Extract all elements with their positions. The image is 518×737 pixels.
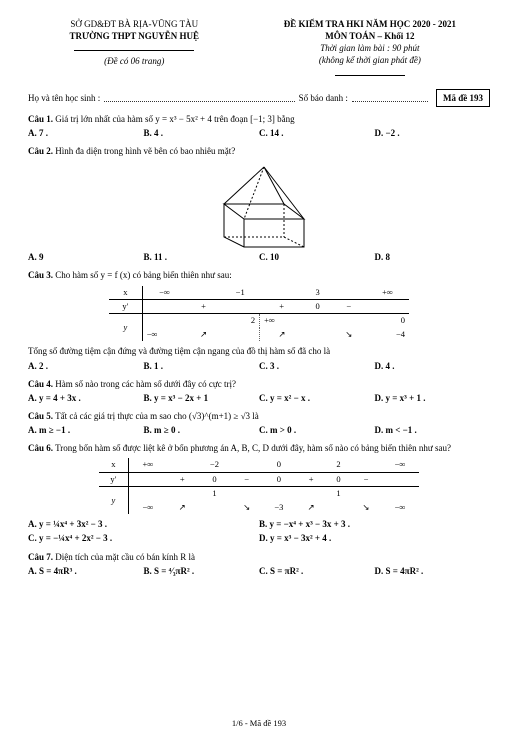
q5-D: D. m < −1 . bbox=[375, 424, 491, 436]
q3-C: C. 3 . bbox=[259, 360, 375, 372]
sbd-label: Số báo danh : bbox=[299, 92, 348, 104]
q1-text: Giá trị lớn nhất của hàm số y = x³ − 5x²… bbox=[55, 114, 294, 124]
exam-title: ĐỀ KIỂM TRA HKI NĂM HỌC 2020 - 2021 bbox=[250, 18, 490, 30]
q4-label: Câu 4. bbox=[28, 379, 53, 389]
q3-A: A. 2 . bbox=[28, 360, 144, 372]
question-2: Câu 2. Hình đa diện trong hình vẽ bên có… bbox=[28, 145, 490, 263]
q2-C: C. 10 bbox=[259, 251, 375, 263]
q2-A: A. 9 bbox=[28, 251, 144, 263]
question-4: Câu 4. Hàm số nào trong các hàm số dưới … bbox=[28, 378, 490, 404]
q5-options: A. m ≥ −1 . B. m ≥ 0 . C. m > 0 . D. m <… bbox=[28, 424, 490, 436]
q6-C: C. y = −¼x⁴ + 2x² − 3 . bbox=[28, 532, 259, 544]
q5-B: B. m ≥ 0 . bbox=[144, 424, 260, 436]
header-left: SỞ GD&ĐT BÀ RỊA-VŨNG TÀU TRƯỜNG THPT NGU… bbox=[28, 18, 241, 79]
q7-options: A. S = 4πR³ . B. S = ⁴⁄₃πR² . C. S = πR²… bbox=[28, 565, 490, 577]
q7-label: Câu 7. bbox=[28, 552, 53, 562]
q6-text: Trong bốn hàm số được liệt kê ở bốn phươ… bbox=[55, 443, 451, 453]
q3-variation-table: x −∞ −1 3 +∞ y′ + + 0 − y bbox=[109, 286, 409, 342]
question-3: Câu 3. Cho hàm số y = f (x) có bảng biến… bbox=[28, 269, 490, 371]
page-footer: 1/6 - Mã đề 193 bbox=[0, 718, 518, 729]
q6-label: Câu 6. bbox=[28, 443, 53, 453]
q5-C: C. m > 0 . bbox=[259, 424, 375, 436]
header-right: ĐỀ KIỂM TRA HKI NĂM HỌC 2020 - 2021 MÔN … bbox=[250, 18, 490, 79]
q3-options: A. 2 . B. 1 . C. 3 . D. 4 . bbox=[28, 360, 490, 372]
q2-D: D. 8 bbox=[375, 251, 491, 263]
q3-label: Câu 3. bbox=[28, 270, 53, 280]
q2-text: Hình đa diện trong hình vẽ bên có bao nh… bbox=[55, 146, 235, 156]
name-label: Họ và tên học sinh : bbox=[28, 92, 100, 104]
q6-options-row2: C. y = −¼x⁴ + 2x² − 3 . D. y = x³ − 3x² … bbox=[28, 532, 490, 544]
q4-text: Hàm số nào trong các hàm số dưới đây có … bbox=[55, 379, 236, 389]
name-field-line bbox=[104, 93, 294, 102]
q3-D: D. 4 . bbox=[375, 360, 491, 372]
q6-A: A. y = ¼x⁴ + 3x² − 3 . bbox=[28, 518, 259, 530]
q7-D: D. S = 4πR² . bbox=[375, 565, 491, 577]
sbd-field-line bbox=[352, 93, 428, 102]
q1-label: Câu 1. bbox=[28, 114, 53, 124]
q1-D: D. −2 . bbox=[375, 127, 491, 139]
question-1: Câu 1. Giá trị lớn nhất của hàm số y = x… bbox=[28, 113, 490, 139]
q7-text: Diện tích của mặt cầu có bán kính R là bbox=[55, 552, 195, 562]
q7-B: B. S = ⁴⁄₃πR² . bbox=[144, 565, 260, 577]
q4-C: C. y = x² − x . bbox=[259, 392, 375, 404]
q1-options: A. 7 . B. 4 . C. 14 . D. −2 . bbox=[28, 127, 490, 139]
q7-C: C. S = πR² . bbox=[259, 565, 375, 577]
hr-left bbox=[74, 50, 194, 51]
q4-A: A. y = 4 + 3x . bbox=[28, 392, 144, 404]
duration-note: (không kể thời gian phát đề) bbox=[250, 54, 490, 66]
q6-variation-table: x +∞ −2 0 2 −∞ y′ + 0 − 0 + 0 bbox=[99, 458, 419, 514]
q4-D: D. y = x³ + 1 . bbox=[375, 392, 491, 404]
student-info-row: Họ và tên học sinh : Số báo danh : Mã đề… bbox=[28, 89, 490, 107]
q4-B: B. y = x³ − 2x + 1 bbox=[144, 392, 260, 404]
q5-text: Tất cả các giá trị thực của m sao cho (√… bbox=[55, 411, 259, 421]
question-6: Câu 6. Trong bốn hàm số được liệt kê ở b… bbox=[28, 442, 490, 544]
q5-A: A. m ≥ −1 . bbox=[28, 424, 144, 436]
q3-B: B. 1 . bbox=[144, 360, 260, 372]
q3-text: Cho hàm số y = f (x) có bảng biến thiên … bbox=[55, 270, 231, 280]
subject: MÔN TOÁN – Khối 12 bbox=[250, 30, 490, 42]
q2-label: Câu 2. bbox=[28, 146, 53, 156]
hr-right bbox=[335, 75, 405, 76]
q2-B: B. 11 . bbox=[144, 251, 260, 263]
q1-A: A. 7 . bbox=[28, 127, 144, 139]
duration: Thời gian làm bài : 90 phút bbox=[250, 42, 490, 54]
school: TRƯỜNG THPT NGUYỄN HUỆ bbox=[28, 30, 241, 42]
q4-options: A. y = 4 + 3x . B. y = x³ − 2x + 1 C. y … bbox=[28, 392, 490, 404]
question-7: Câu 7. Diện tích của mặt cầu có bán kính… bbox=[28, 551, 490, 577]
q6-options-row1: A. y = ¼x⁴ + 3x² − 3 . B. y = −x⁴ + x³ −… bbox=[28, 518, 490, 530]
q1-B: B. 4 . bbox=[144, 127, 260, 139]
question-5: Câu 5. Tất cả các giá trị thực của m sao… bbox=[28, 410, 490, 436]
page-count-note: (Đề có 06 trang) bbox=[28, 55, 241, 67]
header: SỞ GD&ĐT BÀ RỊA-VŨNG TÀU TRƯỜNG THPT NGU… bbox=[28, 18, 490, 79]
exam-page: SỞ GD&ĐT BÀ RỊA-VŨNG TÀU TRƯỜNG THPT NGU… bbox=[0, 0, 518, 737]
polyhedron-figure bbox=[189, 159, 329, 249]
q6-D: D. y = x³ − 3x² + 4 . bbox=[259, 532, 490, 544]
exam-code-box: Mã đề 193 bbox=[436, 89, 490, 107]
q2-options: A. 9 B. 11 . C. 10 D. 8 bbox=[28, 251, 490, 263]
q6-B: B. y = −x⁴ + x³ − 3x + 3 . bbox=[259, 518, 490, 530]
dept: SỞ GD&ĐT BÀ RỊA-VŨNG TÀU bbox=[28, 18, 241, 30]
q7-A: A. S = 4πR³ . bbox=[28, 565, 144, 577]
q5-label: Câu 5. bbox=[28, 411, 53, 421]
q3-conclusion: Tổng số đường tiệm cận đứng và đường tiệ… bbox=[28, 345, 490, 357]
q1-C: C. 14 . bbox=[259, 127, 375, 139]
